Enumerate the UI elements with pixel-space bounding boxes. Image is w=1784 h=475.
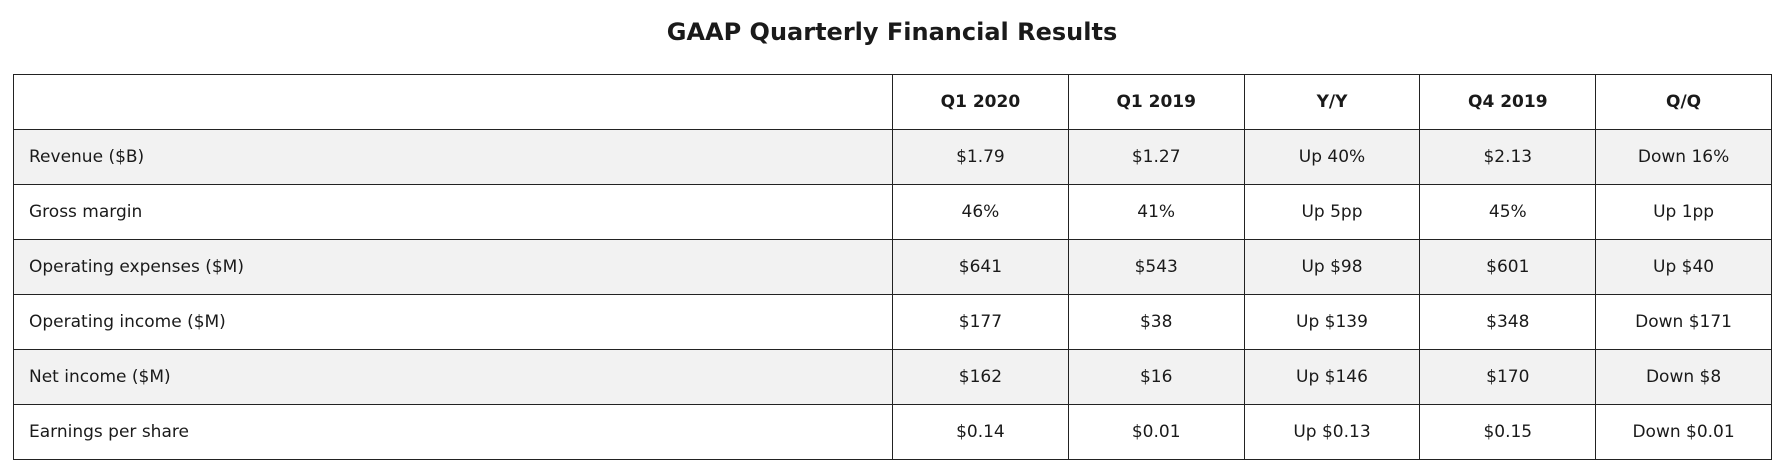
cell-q4-2019: $601 bbox=[1419, 239, 1597, 295]
financial-results-table: Q1 2020 Q1 2019 Y/Y Q4 2019 Q/Q Revenue … bbox=[13, 74, 1772, 460]
cell-yoy: Up $98 bbox=[1243, 239, 1421, 295]
cell-yoy: Up $146 bbox=[1243, 349, 1421, 405]
cell-qoq: Down 16% bbox=[1595, 129, 1772, 185]
cell-q1-2020: $177 bbox=[892, 294, 1069, 350]
row-label: Operating expenses ($M) bbox=[13, 239, 893, 295]
cell-qoq: Down $171 bbox=[1595, 294, 1772, 350]
cell-q1-2019: $1.27 bbox=[1067, 129, 1245, 185]
table-row-gross-margin: Gross margin 46% 41% Up 5pp 45% Up 1pp bbox=[13, 184, 1772, 240]
row-label: Gross margin bbox=[13, 184, 893, 240]
cell-yoy: Up $139 bbox=[1243, 294, 1421, 350]
cell-qoq: Up $40 bbox=[1595, 239, 1772, 295]
cell-q1-2020: $0.14 bbox=[892, 404, 1069, 460]
cell-q1-2019: $16 bbox=[1067, 349, 1245, 405]
table-row-operating-income: Operating income ($M) $177 $38 Up $139 $… bbox=[13, 294, 1772, 350]
row-label: Operating income ($M) bbox=[13, 294, 893, 350]
cell-qoq: Down $0.01 bbox=[1595, 404, 1772, 460]
cell-q4-2019: $348 bbox=[1419, 294, 1597, 350]
cell-q1-2020: $1.79 bbox=[892, 129, 1069, 185]
column-header-q1-2019: Q1 2019 bbox=[1067, 74, 1245, 130]
cell-q1-2019: $38 bbox=[1067, 294, 1245, 350]
cell-qoq: Up 1pp bbox=[1595, 184, 1772, 240]
column-header-metric bbox=[13, 74, 893, 130]
table-row-revenue: Revenue ($B) $1.79 $1.27 Up 40% $2.13 Do… bbox=[13, 129, 1772, 185]
row-label: Net income ($M) bbox=[13, 349, 893, 405]
page-title: GAAP Quarterly Financial Results bbox=[666, 18, 1118, 46]
row-label: Earnings per share bbox=[13, 404, 893, 460]
cell-q1-2019: 41% bbox=[1067, 184, 1245, 240]
cell-qoq: Down $8 bbox=[1595, 349, 1772, 405]
table-header-row: Q1 2020 Q1 2019 Y/Y Q4 2019 Q/Q bbox=[13, 74, 1772, 130]
column-header-qoq: Q/Q bbox=[1595, 74, 1772, 130]
cell-q4-2019: 45% bbox=[1419, 184, 1597, 240]
cell-q1-2020: 46% bbox=[892, 184, 1069, 240]
cell-q1-2019: $0.01 bbox=[1067, 404, 1245, 460]
cell-q4-2019: $0.15 bbox=[1419, 404, 1597, 460]
column-header-q4-2019: Q4 2019 bbox=[1419, 74, 1597, 130]
cell-q4-2019: $170 bbox=[1419, 349, 1597, 405]
cell-q1-2020: $641 bbox=[892, 239, 1069, 295]
column-header-yoy: Y/Y bbox=[1243, 74, 1421, 130]
cell-q4-2019: $2.13 bbox=[1419, 129, 1597, 185]
cell-yoy: Up $0.13 bbox=[1243, 404, 1421, 460]
table-row-operating-expenses: Operating expenses ($M) $641 $543 Up $98… bbox=[13, 239, 1772, 295]
row-label: Revenue ($B) bbox=[13, 129, 893, 185]
cell-q1-2019: $543 bbox=[1067, 239, 1245, 295]
column-header-q1-2020: Q1 2020 bbox=[892, 74, 1069, 130]
cell-yoy: Up 40% bbox=[1243, 129, 1421, 185]
table-row-earnings-per-share: Earnings per share $0.14 $0.01 Up $0.13 … bbox=[13, 404, 1772, 460]
table-row-net-income: Net income ($M) $162 $16 Up $146 $170 Do… bbox=[13, 349, 1772, 405]
cell-q1-2020: $162 bbox=[892, 349, 1069, 405]
cell-yoy: Up 5pp bbox=[1243, 184, 1421, 240]
